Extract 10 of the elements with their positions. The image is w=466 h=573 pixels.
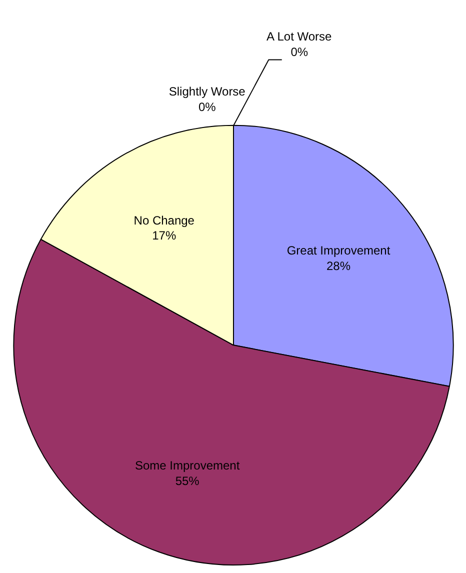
data-label: 17% <box>152 228 176 243</box>
category-label: Slightly Worse <box>168 84 246 99</box>
slice-label: No Change <box>134 213 195 228</box>
text: 0% <box>290 45 308 60</box>
category-label: A Lot Worse <box>266 30 332 44</box>
slice-label: Great Improvement <box>286 244 391 258</box>
data-label: 55% <box>175 474 200 488</box>
data-label: 28% <box>326 259 351 274</box>
slice-label: Some Improvement <box>134 458 240 473</box>
text: 0% <box>198 100 216 114</box>
